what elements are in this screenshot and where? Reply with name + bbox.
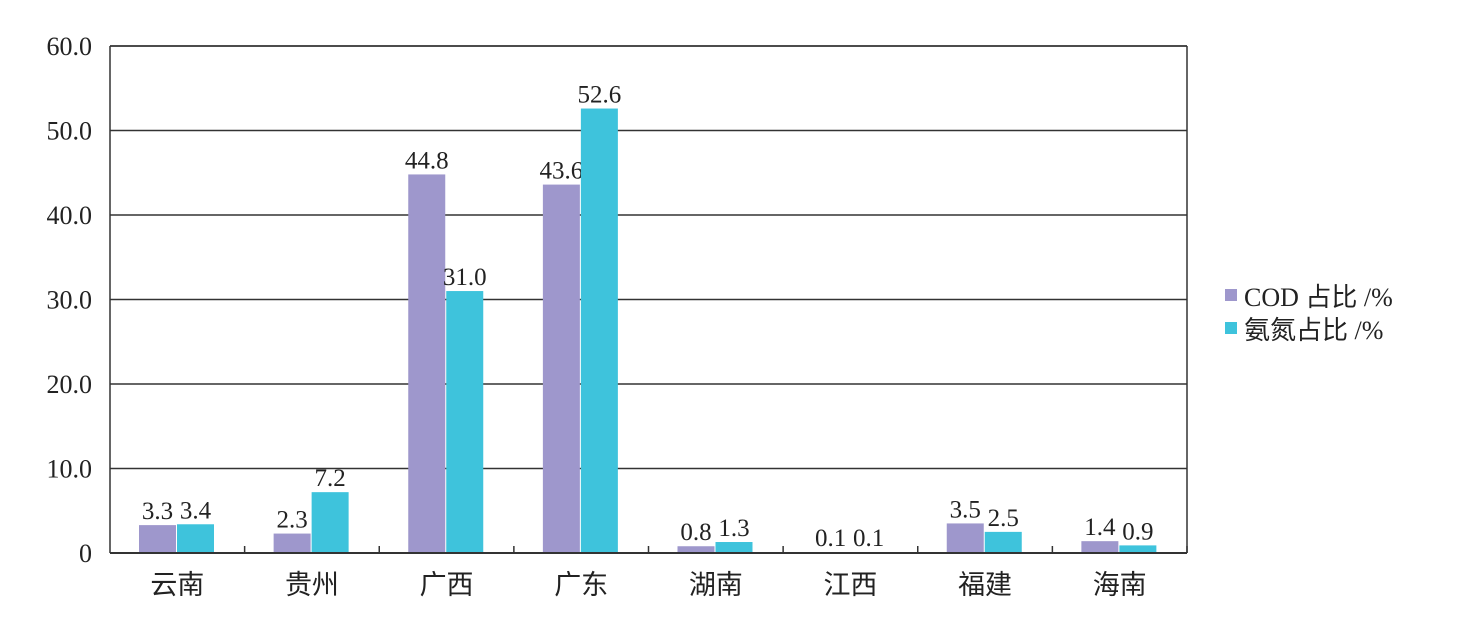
legend-label: 氨氮占比 /%	[1244, 316, 1383, 345]
bar-ammonia	[446, 291, 484, 553]
data-label: 1.3	[718, 515, 749, 542]
legend-swatch	[1225, 322, 1237, 334]
bar-ammonia	[984, 531, 1022, 553]
data-label: 7.2	[315, 465, 346, 492]
data-label: 2.5	[988, 505, 1019, 532]
x-tick-label: 江西	[823, 570, 877, 600]
bar-cod	[1081, 541, 1119, 553]
data-label: 31.0	[443, 264, 487, 291]
x-tick-label: 海南	[1093, 570, 1147, 600]
y-tick-label: 50.0	[47, 117, 93, 146]
legend-swatch	[1225, 289, 1237, 301]
y-tick-label: 30.0	[47, 286, 93, 315]
data-label: 0.1	[853, 525, 884, 552]
data-label: 43.6	[540, 158, 584, 185]
data-label: 44.8	[405, 147, 449, 174]
x-tick-label: 福建	[958, 570, 1012, 600]
bar-ammonia	[715, 542, 753, 553]
x-tick-label: 湖南	[689, 570, 743, 600]
x-tick-label: 广东	[554, 570, 608, 600]
y-tick-label: 20.0	[47, 370, 93, 399]
y-tick-label: 60.0	[47, 32, 93, 61]
x-tick-label: 广西	[420, 570, 474, 600]
data-label: 0.9	[1122, 518, 1153, 545]
data-label: 1.4	[1084, 514, 1116, 541]
bar-cod	[273, 533, 311, 553]
y-tick-label: 10.0	[47, 455, 93, 484]
bar-cod	[408, 174, 446, 553]
x-tick-label: 云南	[150, 570, 204, 600]
data-label: 0.8	[680, 519, 711, 546]
data-label: 2.3	[277, 507, 308, 534]
data-label: 3.5	[950, 496, 981, 523]
bar-cod	[542, 184, 580, 553]
bar-ammonia	[1119, 545, 1157, 553]
bar-cod	[677, 546, 715, 553]
bar-cod	[946, 523, 984, 553]
y-tick-label: 40.0	[47, 201, 93, 230]
legend-label: COD 占比 /%	[1244, 283, 1393, 312]
data-label: 3.3	[142, 498, 173, 525]
y-tick-label: 0	[79, 539, 92, 568]
x-tick-label: 贵州	[285, 570, 339, 600]
bar-cod	[139, 525, 176, 553]
bar-ammonia	[580, 108, 618, 553]
data-label: 0.1	[815, 525, 846, 552]
bar-ammonia	[177, 524, 214, 553]
data-label: 3.4	[180, 497, 212, 524]
bar-ammonia	[311, 492, 349, 553]
data-label: 52.6	[578, 82, 622, 109]
